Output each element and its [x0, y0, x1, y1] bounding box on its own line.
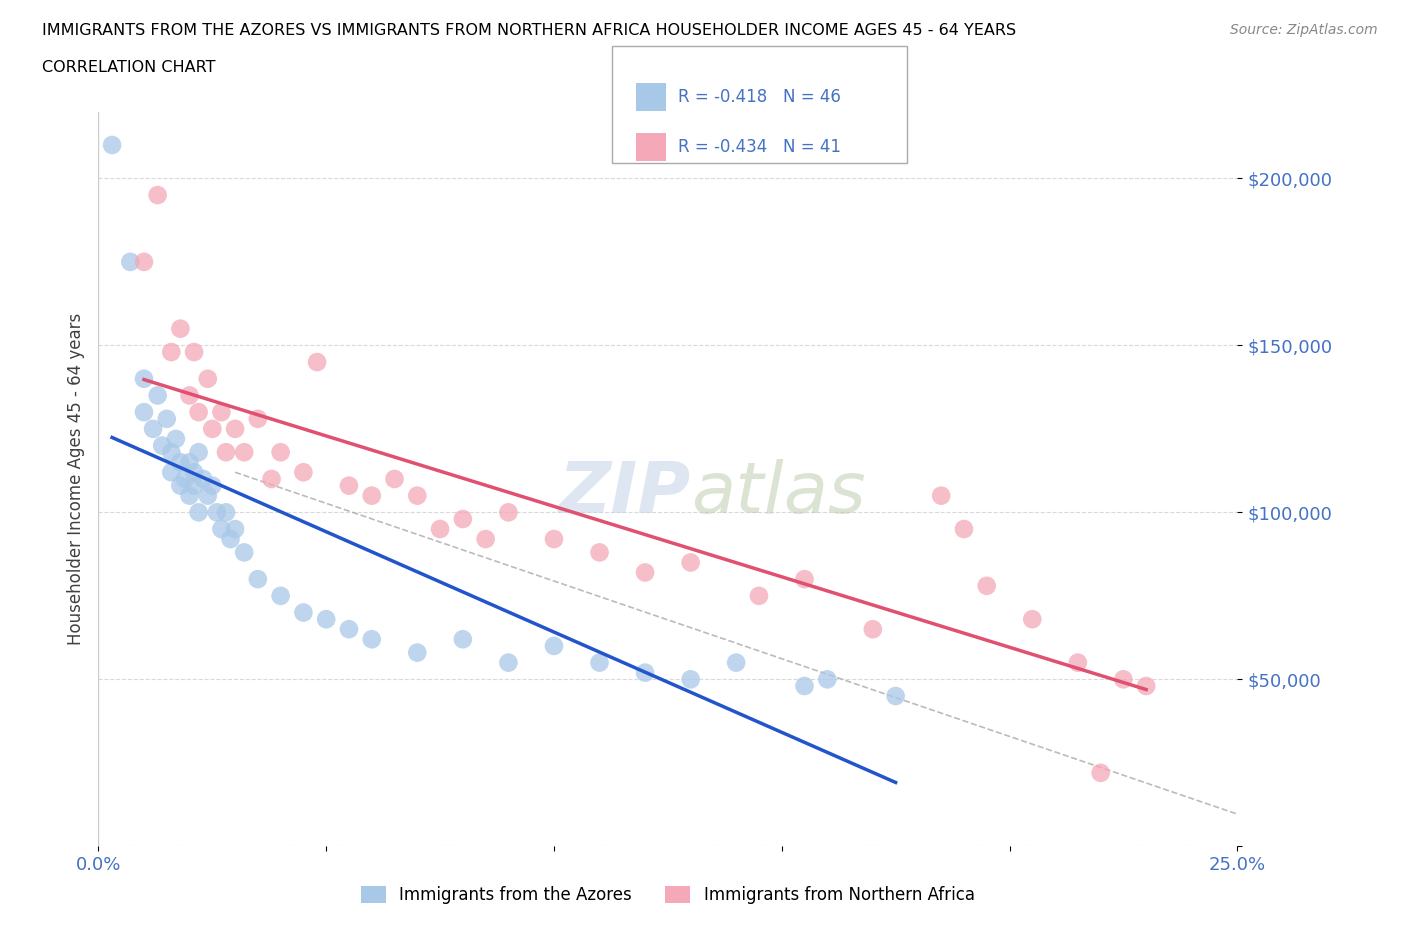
Point: [224, 522, 246, 537]
Point: [976, 578, 998, 593]
Point: [337, 622, 360, 637]
Point: [169, 321, 191, 336]
Text: CORRELATION CHART: CORRELATION CHART: [42, 60, 215, 75]
Point: [270, 445, 292, 459]
Point: [142, 421, 165, 436]
Text: ZIP: ZIP: [558, 459, 690, 528]
Point: [474, 532, 496, 547]
Point: [209, 405, 232, 419]
Point: [384, 472, 406, 486]
Point: [406, 488, 429, 503]
Point: [183, 478, 205, 493]
Point: [815, 671, 838, 686]
Y-axis label: Householder Income Ages 45 - 64 years: Householder Income Ages 45 - 64 years: [66, 312, 84, 645]
Point: [260, 472, 283, 486]
Point: [187, 505, 209, 520]
Point: [150, 438, 173, 453]
Point: [183, 345, 205, 360]
Point: [246, 572, 269, 587]
Point: [179, 488, 201, 503]
Point: [1135, 679, 1157, 694]
Point: [215, 445, 238, 459]
Point: [679, 555, 702, 570]
Point: [201, 478, 224, 493]
Point: [315, 612, 337, 627]
Point: [219, 532, 242, 547]
Point: [451, 631, 474, 646]
Text: R = -0.418   N = 46: R = -0.418 N = 46: [678, 88, 841, 106]
Point: [187, 445, 209, 459]
Point: [187, 405, 209, 419]
Point: [179, 388, 201, 403]
Point: [132, 405, 155, 419]
Point: [169, 478, 191, 493]
Point: [1112, 671, 1135, 686]
Point: [101, 138, 124, 153]
Point: [451, 512, 474, 526]
Point: [156, 411, 179, 426]
Point: [169, 455, 191, 470]
Point: [337, 478, 360, 493]
Text: atlas: atlas: [690, 459, 865, 528]
Point: [498, 505, 520, 520]
Point: [725, 656, 748, 671]
Point: [748, 589, 770, 604]
Point: [953, 522, 976, 537]
Point: [197, 488, 219, 503]
Point: [360, 631, 382, 646]
Point: [160, 345, 183, 360]
Point: [224, 421, 246, 436]
Point: [132, 255, 155, 270]
Point: [634, 565, 657, 580]
Point: [1090, 765, 1112, 780]
Point: [179, 455, 201, 470]
Point: [205, 505, 228, 520]
Point: [1021, 612, 1043, 627]
Point: [498, 656, 520, 671]
Point: [543, 639, 565, 654]
Point: [793, 679, 815, 694]
Point: [193, 472, 215, 486]
Point: [197, 371, 219, 386]
Point: [209, 522, 232, 537]
Point: [120, 255, 142, 270]
Point: [307, 354, 329, 369]
Point: [862, 622, 884, 637]
Point: [793, 572, 815, 587]
Point: [160, 445, 183, 459]
Text: R = -0.434   N = 41: R = -0.434 N = 41: [678, 138, 841, 156]
Point: [360, 488, 382, 503]
Point: [146, 388, 169, 403]
Point: [174, 472, 197, 486]
Point: [233, 545, 256, 560]
Point: [884, 688, 907, 703]
Point: [429, 522, 451, 537]
Point: [246, 411, 269, 426]
Point: [270, 589, 292, 604]
Point: [201, 421, 224, 436]
Point: [183, 465, 205, 480]
Point: [543, 532, 565, 547]
Point: [292, 605, 315, 620]
Point: [679, 671, 702, 686]
Text: Source: ZipAtlas.com: Source: ZipAtlas.com: [1230, 23, 1378, 37]
Point: [165, 432, 187, 446]
Point: [160, 465, 183, 480]
Point: [588, 545, 610, 560]
Point: [634, 665, 657, 680]
Point: [233, 445, 256, 459]
Point: [215, 505, 238, 520]
Point: [146, 188, 169, 203]
Legend: Immigrants from the Azores, Immigrants from Northern Africa: Immigrants from the Azores, Immigrants f…: [361, 886, 974, 904]
Text: IMMIGRANTS FROM THE AZORES VS IMMIGRANTS FROM NORTHERN AFRICA HOUSEHOLDER INCOME: IMMIGRANTS FROM THE AZORES VS IMMIGRANTS…: [42, 23, 1017, 38]
Point: [292, 465, 315, 480]
Point: [929, 488, 952, 503]
Point: [1067, 656, 1090, 671]
Point: [406, 645, 429, 660]
Point: [588, 656, 610, 671]
Point: [132, 371, 155, 386]
